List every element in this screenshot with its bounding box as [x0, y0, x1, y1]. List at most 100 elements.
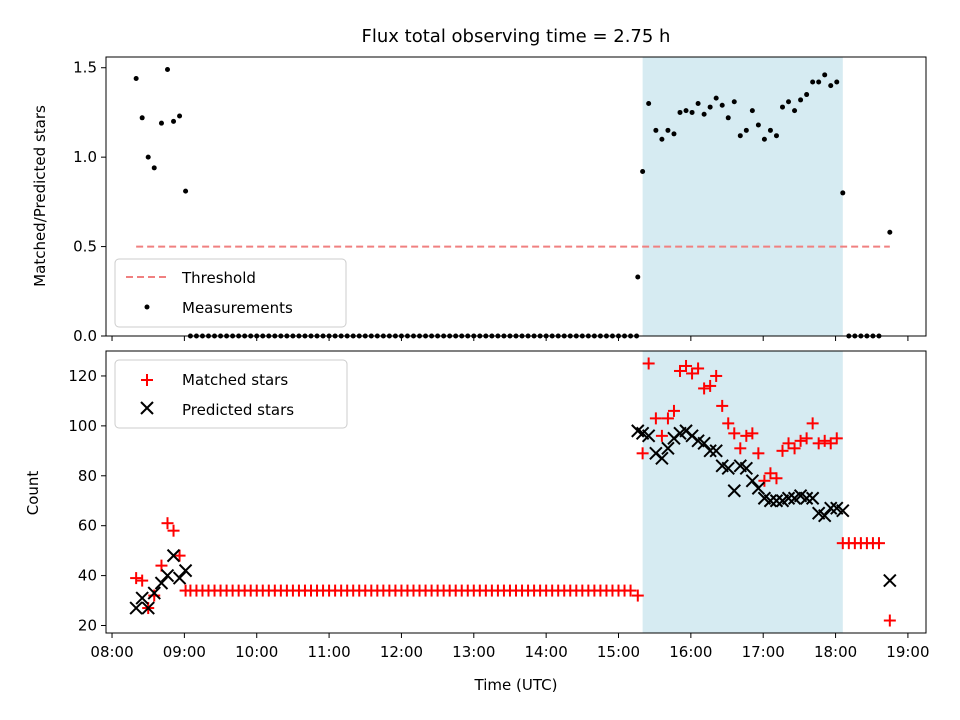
predicted-point	[703, 444, 717, 458]
measurement-point	[816, 79, 822, 85]
measurement-point	[171, 118, 177, 124]
measurement-point	[792, 108, 798, 114]
measurement-point	[822, 72, 828, 78]
matched-point	[155, 559, 168, 572]
top-legend: Threshold Measurements	[114, 258, 347, 328]
top-x-ticks	[111, 336, 909, 341]
predicted-point	[763, 494, 778, 508]
x-tick-label: 19:00	[886, 643, 929, 661]
predicted-point	[824, 501, 838, 515]
matched-point	[872, 537, 885, 550]
predicted-point-b	[745, 474, 760, 488]
matched-point	[674, 364, 686, 377]
measurement-point	[767, 127, 773, 133]
measurement-point	[840, 190, 846, 196]
legend-label-threshold: Threshold	[181, 269, 256, 287]
matched-point	[752, 447, 765, 460]
matched-point	[136, 574, 149, 587]
predicted-point-b	[135, 591, 149, 605]
matched-point	[148, 589, 161, 602]
bottom-shaded-span	[642, 351, 843, 633]
bottom-y-axis-label: Count	[24, 471, 42, 516]
matched-point	[161, 517, 174, 530]
predicted-point	[799, 491, 814, 505]
measurement-point	[635, 274, 641, 280]
predicted-point	[147, 586, 161, 600]
predicted-point-b	[763, 494, 778, 508]
predicted-point-b	[721, 461, 735, 475]
predicted-point	[178, 563, 193, 578]
matched-point	[758, 474, 771, 487]
predicted-point-b	[172, 571, 187, 585]
x-tick-label: 11:00	[307, 643, 350, 661]
measurement-point	[151, 165, 157, 171]
top-y-tick-label: 0.0	[73, 327, 97, 345]
matched-point	[806, 417, 819, 430]
legend-label-predicted: Predicted stars	[182, 401, 294, 419]
predicted-point	[817, 509, 832, 523]
predicted-point-b	[739, 461, 754, 475]
bottom-y-tick-label: 40	[78, 567, 97, 585]
matched-point	[883, 614, 896, 627]
measurement-point	[177, 113, 183, 119]
legend-label-matched: Matched stars	[182, 371, 288, 389]
predicted-point-b	[160, 568, 175, 583]
predicted-point-b	[824, 501, 838, 515]
matched-point	[818, 434, 831, 447]
matched-point	[776, 444, 789, 457]
matched-point	[667, 404, 680, 417]
measurement-point	[780, 104, 785, 110]
predicted-point	[739, 461, 754, 475]
predicted-point-b	[641, 429, 656, 443]
top-y-axis-label: Matched/Predicted stars	[31, 105, 49, 287]
predicted-point-b	[709, 444, 723, 458]
x-tick-label: 13:00	[452, 643, 495, 661]
matched-point	[734, 442, 747, 455]
predicted-point-b	[793, 489, 808, 503]
predicted-point	[154, 576, 169, 590]
predicted-point-b	[697, 436, 711, 451]
matched-point	[686, 367, 699, 380]
measurement-point	[755, 122, 761, 128]
x-tick-label: 17:00	[742, 643, 785, 661]
measurement-point	[743, 127, 749, 133]
legend-label-measurements: Measurements	[182, 299, 293, 317]
matched-point	[728, 427, 741, 440]
matched-point	[624, 584, 637, 597]
predicted-point-b	[147, 586, 161, 600]
bottom-legend: Matched stars Predicted stars	[114, 359, 348, 429]
matched-point	[655, 429, 668, 442]
chart-title: Flux total observing time = 2.75 h	[362, 26, 671, 47]
predicted-point-b	[781, 491, 796, 505]
measurement-point	[165, 67, 170, 73]
measurement-point	[139, 115, 145, 121]
matched-point	[636, 447, 649, 460]
measurement-point	[719, 102, 725, 108]
measurement-point	[834, 79, 840, 85]
matched-point	[710, 369, 723, 382]
measurements-legend-swatch	[144, 304, 150, 310]
predicted-point-b	[129, 601, 143, 615]
bottom-y-ticks: 20 40 60 80 100 120	[68, 367, 106, 635]
measurement-point	[659, 136, 665, 142]
predicted-point-b	[166, 548, 181, 563]
top-y-tick-label: 0.5	[73, 238, 97, 256]
predicted-point-b	[830, 501, 844, 515]
bottom-y-tick-label: 80	[78, 467, 97, 485]
matched-point	[746, 427, 759, 440]
matched-point	[740, 429, 753, 442]
matched-point	[692, 362, 705, 375]
predicted-point	[172, 571, 187, 585]
measurement-point	[773, 133, 779, 139]
measurement-point	[761, 136, 767, 142]
matched-point	[698, 382, 711, 395]
matched-point	[722, 417, 735, 430]
measurement-point	[133, 75, 139, 81]
x-tick-label: 10:00	[235, 643, 278, 661]
x-tick-label: 15:00	[597, 643, 640, 661]
predicted-point	[745, 474, 760, 488]
predicted-point	[166, 548, 181, 563]
measurement-point	[158, 120, 164, 126]
top-y-ticks: 0.0 0.5 1.0 1.5	[73, 59, 106, 345]
predicted-point-b	[715, 459, 729, 473]
